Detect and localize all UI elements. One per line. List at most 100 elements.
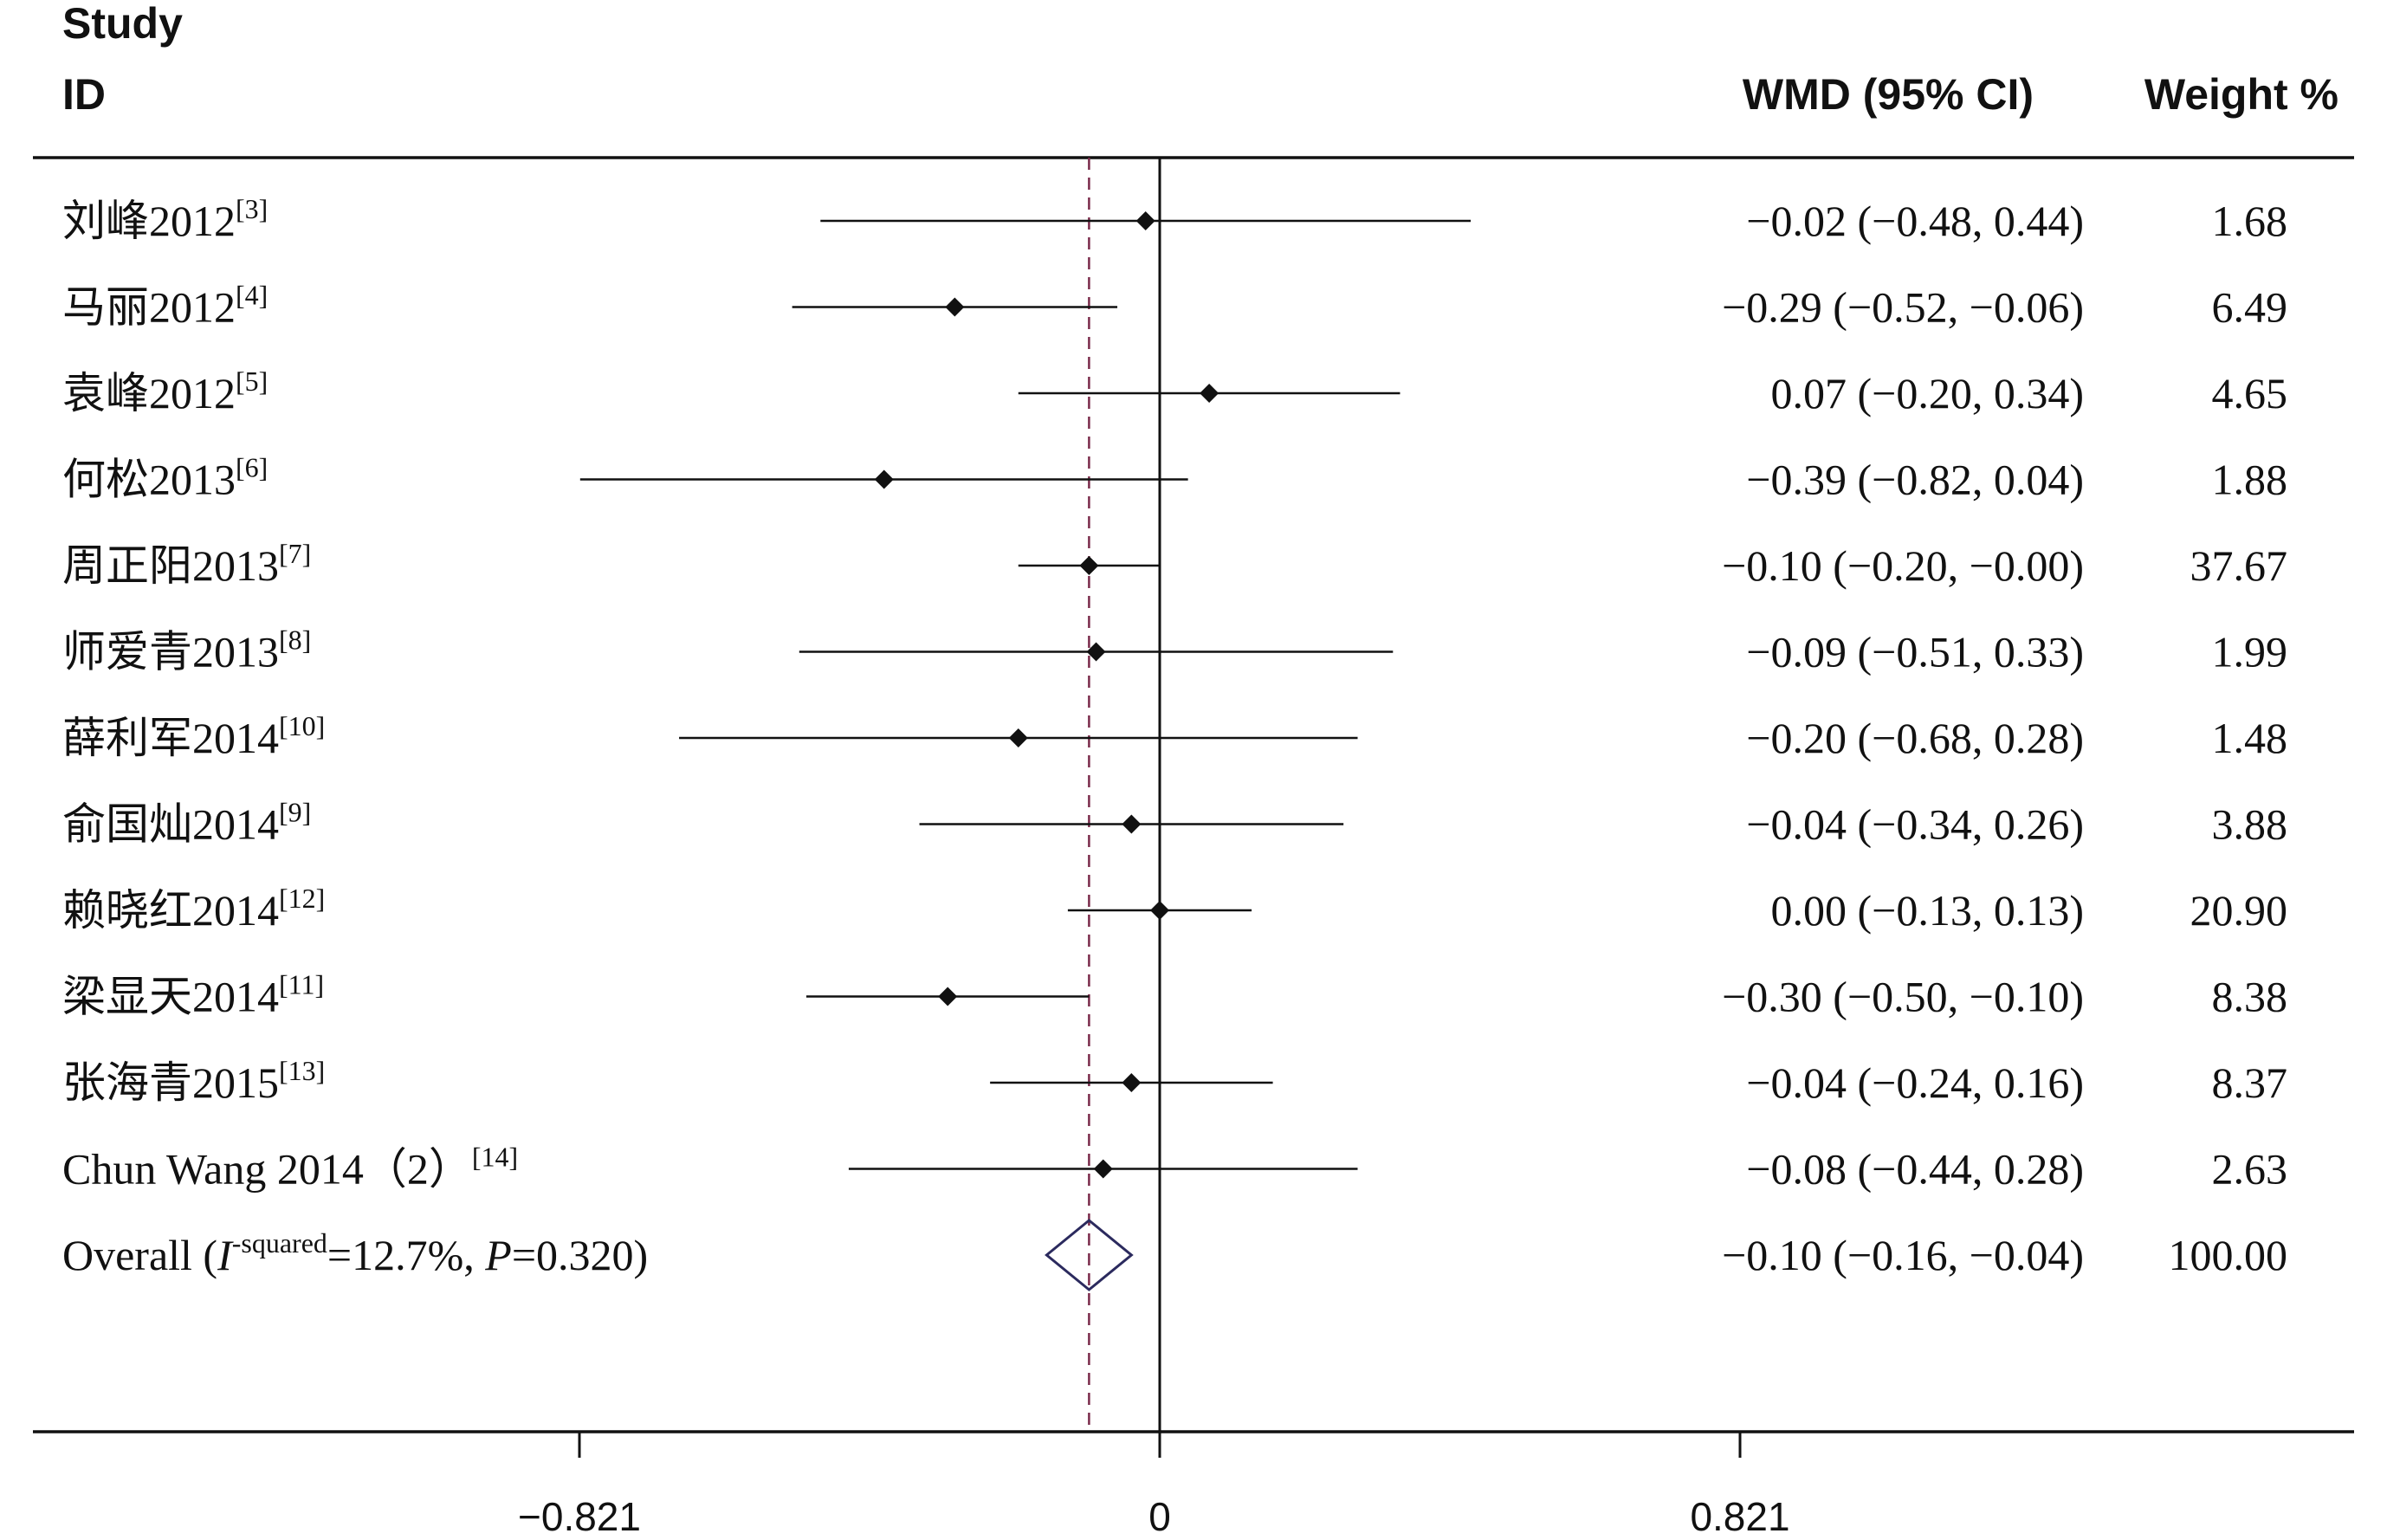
- p-symbol: P: [484, 1231, 512, 1279]
- ci-text: −0.02 (−0.48, 0.44): [1746, 197, 2084, 245]
- header-study: Study: [62, 0, 183, 48]
- x-axis: −0.821 0 0.821: [518, 1432, 1790, 1539]
- ci-text: −0.10 (−0.20, −0.00): [1722, 541, 2084, 590]
- study-reference: [6]: [236, 452, 268, 483]
- plot-area: [1088, 158, 1161, 1432]
- study-name: 周正阳2013: [62, 541, 279, 590]
- weight-text: 8.38: [2212, 973, 2288, 1021]
- header-weight: Weight %: [2144, 70, 2338, 119]
- study-row: 师爱青2013[8] −0.09 (−0.51, 0.33) 1.99: [62, 624, 2287, 676]
- study-name: Chun Wang 2014（2）: [62, 1145, 472, 1194]
- overall-prefix: Overall (: [62, 1231, 217, 1279]
- x-tick-label: −0.821: [518, 1494, 641, 1539]
- overall-weight-text: 100.00: [2169, 1231, 2288, 1279]
- weight-text: 1.88: [2212, 456, 2288, 504]
- point-estimate: [1122, 814, 1142, 834]
- study-label: 师爱青2013[8]: [62, 624, 311, 676]
- ci-text: −0.04 (−0.24, 0.16): [1746, 1058, 2084, 1107]
- point-estimate: [1093, 1159, 1113, 1179]
- header-id: ID: [62, 70, 106, 119]
- ci-text: −0.30 (−0.50, −0.10): [1722, 973, 2084, 1021]
- study-label: 马丽2012[4]: [62, 280, 268, 332]
- i-squared-symbol: I: [217, 1231, 234, 1279]
- study-reference: [14]: [472, 1142, 518, 1173]
- weight-text: 8.37: [2212, 1058, 2288, 1107]
- study-name: 俞国灿2014: [62, 800, 279, 849]
- ci-text: −0.09 (−0.51, 0.33): [1746, 628, 2084, 676]
- study-rows: 刘峰2012[3] −0.02 (−0.48, 0.44) 1.68 马丽2012[4…: [62, 193, 2288, 1291]
- study-row: 薛利军2014[10] −0.20 (−0.68, 0.28) 1.48: [62, 710, 2287, 762]
- study-name: 梁显天2014: [62, 973, 279, 1021]
- study-row: 袁峰2012[5] 0.07 (−0.20, 0.34) 4.65: [62, 366, 2287, 417]
- study-label: 赖晓红2014[12]: [62, 883, 325, 935]
- weight-text: 2.63: [2212, 1145, 2288, 1194]
- point-estimate: [938, 987, 958, 1006]
- point-estimate: [1086, 642, 1106, 662]
- point-estimate: [1079, 556, 1099, 575]
- study-row: 张海青2015[13] −0.04 (−0.24, 0.16) 8.37: [62, 1055, 2287, 1107]
- study-label: 张海青2015[13]: [62, 1055, 325, 1107]
- study-reference: [3]: [236, 193, 268, 224]
- weight-text: 37.67: [2190, 541, 2288, 590]
- ci-text: −0.20 (−0.68, 0.28): [1746, 714, 2084, 762]
- study-label: Chun Wang 2014（2）[14]: [62, 1142, 518, 1194]
- weight-text: 4.65: [2212, 369, 2288, 417]
- ci-text: −0.29 (−0.52, −0.06): [1722, 283, 2084, 332]
- study-row: 马丽2012[4] −0.29 (−0.52, −0.06) 6.49: [62, 280, 2287, 332]
- study-reference: [8]: [279, 624, 311, 656]
- study-row: 何松2013[6] −0.39 (−0.82, 0.04) 1.88: [62, 452, 2287, 504]
- ci-text: 0.07 (−0.20, 0.34): [1771, 369, 2085, 417]
- overall-label: Overall (I-squared=12.7%, P=0.320): [62, 1227, 648, 1279]
- study-row: 刘峰2012[3] −0.02 (−0.48, 0.44) 1.68: [62, 193, 2287, 245]
- point-estimate: [945, 297, 965, 317]
- study-reference: [11]: [279, 969, 324, 1000]
- header-wmd: WMD (95% CI): [1743, 70, 2034, 119]
- study-label: 周正阳2013[7]: [62, 538, 311, 590]
- study-label: 袁峰2012[5]: [62, 366, 268, 417]
- study-label: 俞国灿2014[9]: [62, 797, 311, 849]
- weight-text: 6.49: [2212, 283, 2288, 332]
- point-estimate: [1008, 728, 1028, 747]
- ci-text: −0.04 (−0.34, 0.26): [1746, 800, 2084, 849]
- ci-text: −0.39 (−0.82, 0.04): [1746, 456, 2084, 504]
- point-estimate: [1122, 1073, 1142, 1092]
- overall-row: Overall (I-squared=12.7%, P=0.320) −0.10 …: [62, 1219, 2288, 1291]
- study-name: 师爱青2013: [62, 628, 279, 676]
- study-label: 刘峰2012[3]: [62, 193, 268, 245]
- ci-text: −0.08 (−0.44, 0.28): [1746, 1145, 2084, 1194]
- weight-text: 1.48: [2212, 714, 2288, 762]
- study-reference: [13]: [279, 1055, 325, 1086]
- overall-i-value: =12.7%,: [327, 1231, 485, 1279]
- point-estimate: [874, 469, 894, 489]
- study-label: 何松2013[6]: [62, 452, 268, 504]
- weight-text: 20.90: [2190, 886, 2288, 935]
- x-tick-label: 0.821: [1690, 1494, 1789, 1539]
- weight-text: 1.99: [2212, 628, 2288, 676]
- study-reference: [9]: [279, 797, 311, 828]
- overall-p-value: =0.320): [512, 1231, 648, 1279]
- weight-text: 3.88: [2212, 800, 2288, 849]
- study-name: 马丽2012: [62, 283, 236, 332]
- study-name: 张海青2015: [62, 1058, 279, 1107]
- study-reference: [12]: [279, 883, 325, 914]
- study-name: 薛利军2014: [62, 714, 279, 762]
- study-name: 刘峰2012: [62, 197, 236, 245]
- point-estimate: [1150, 901, 1169, 920]
- x-tick-label: 0: [1148, 1494, 1171, 1539]
- study-row: 周正阳2013[7] −0.10 (−0.20, −0.00) 37.67: [62, 538, 2287, 590]
- study-reference: [10]: [279, 710, 325, 741]
- overall-diamond: [1045, 1219, 1134, 1291]
- study-label: 薛利军2014[10]: [62, 710, 325, 762]
- study-row: 梁显天2014[11] −0.30 (−0.50, −0.10) 8.38: [62, 969, 2287, 1021]
- point-estimate: [1135, 211, 1155, 230]
- study-reference: [5]: [236, 366, 268, 397]
- study-label: 梁显天2014[11]: [62, 969, 324, 1021]
- ci-text: 0.00 (−0.13, 0.13): [1771, 886, 2085, 935]
- study-reference: [4]: [236, 280, 268, 311]
- overall-ci-text: −0.10 (−0.16, −0.04): [1722, 1231, 2084, 1279]
- i-squared-superscript: -squared: [232, 1227, 327, 1259]
- weight-text: 1.68: [2212, 197, 2288, 245]
- study-row: 赖晓红2014[12] 0.00 (−0.13, 0.13) 20.90: [62, 883, 2287, 935]
- study-name: 赖晓红2014: [62, 886, 279, 935]
